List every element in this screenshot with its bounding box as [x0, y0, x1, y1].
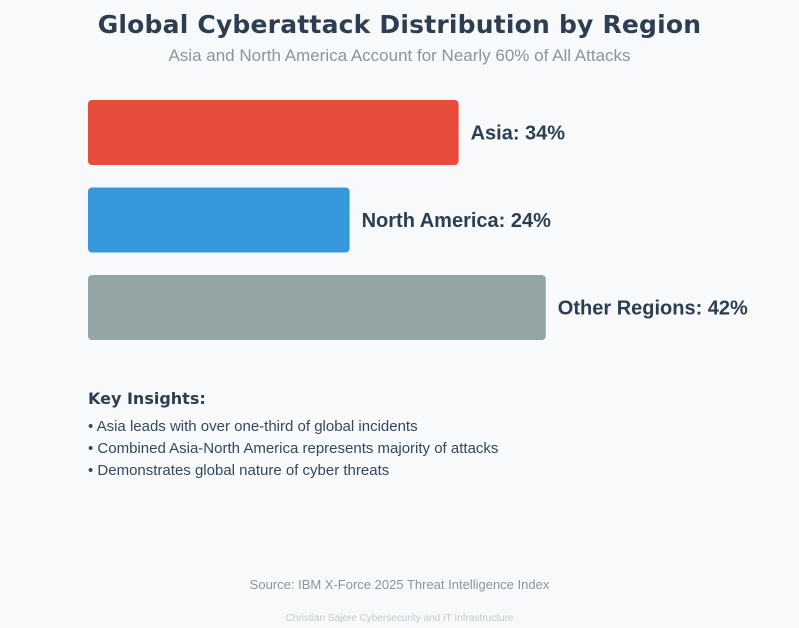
bar-chart: Asia: 34% North America: 24% Other Regions…	[88, 100, 748, 340]
credit-note: Christian Sajere Cybersecurity and IT In…	[285, 613, 514, 624]
bar-label: North America: 24%	[362, 210, 552, 232]
key-insights: Key Insights: • Asia leads with over one…	[88, 389, 498, 482]
chart-subtitle: Asia and North America Account for Nearl…	[168, 46, 631, 65]
insight-item: • Asia leads with over one-third of glob…	[88, 418, 418, 435]
chart-title: Global Cyberattack Distribution by Regio…	[97, 10, 702, 39]
bar-label: Other Regions: 42%	[558, 298, 748, 320]
bar-north-america	[88, 187, 350, 253]
insight-item: • Demonstrates global nature of cyber th…	[88, 462, 390, 479]
insights-heading: Key Insights:	[88, 389, 206, 408]
bar-label: Asia: 34%	[471, 123, 566, 145]
source-note: Source: IBM X-Force 2025 Threat Intellig…	[249, 577, 550, 592]
bar-other-regions	[88, 275, 546, 340]
insight-item: • Combined Asia-North America represents…	[88, 440, 499, 457]
bar-asia	[88, 100, 459, 165]
